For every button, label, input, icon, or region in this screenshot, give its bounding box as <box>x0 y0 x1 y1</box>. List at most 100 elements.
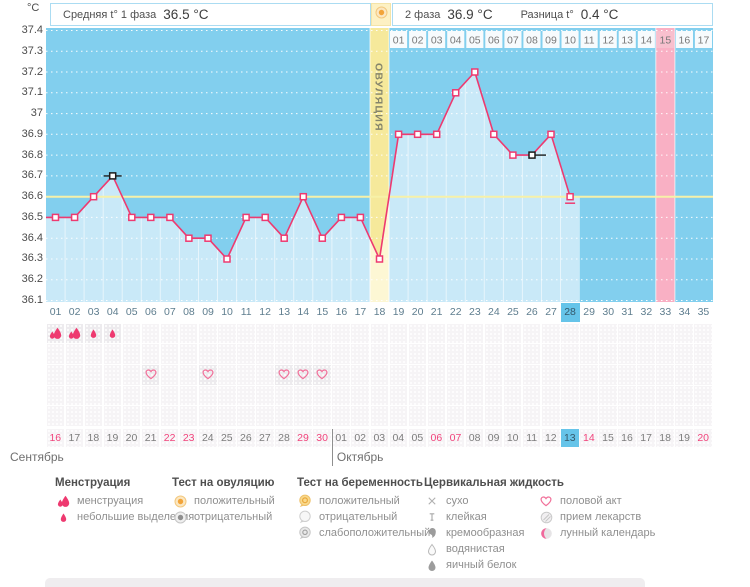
cycle-day-cell[interactable]: 21 <box>430 306 443 318</box>
temperature-point[interactable] <box>547 130 555 139</box>
temperature-point[interactable] <box>490 130 498 139</box>
symbol-cell-intercourse[interactable] <box>522 364 541 385</box>
symbol-cell-menstruation[interactable] <box>561 323 579 344</box>
symbol-cell-medication[interactable] <box>522 406 541 426</box>
symbol-cell-intercourse[interactable] <box>389 364 408 385</box>
symbol-cell-medication[interactable] <box>351 406 369 426</box>
cycle-day-cell[interactable]: 22 <box>449 306 462 318</box>
cycle-day-cell[interactable]: 24 <box>488 306 500 318</box>
temperature-point[interactable] <box>204 234 212 242</box>
symbol-cell-ovulation-test[interactable] <box>332 344 350 364</box>
symbol-cell-intercourse[interactable] <box>446 364 465 385</box>
cycle-day-cell[interactable]: 20 <box>411 306 424 318</box>
symbol-cell-cervical-fluid[interactable] <box>656 385 674 406</box>
dpo-cell[interactable] <box>637 31 655 48</box>
symbol-cell-ovulation-test[interactable] <box>446 344 465 364</box>
cycle-day-cell[interactable]: 33 <box>659 306 672 318</box>
symbol-cell-medication[interactable] <box>332 406 350 426</box>
symbol-cell-medication[interactable] <box>141 406 160 426</box>
symbol-cell-ovulation-test[interactable] <box>656 344 674 364</box>
temperature-point[interactable] <box>280 234 288 242</box>
symbol-cell-ovulation-test[interactable] <box>179 344 198 364</box>
symbol-cell-menstruation[interactable] <box>122 323 141 344</box>
symbol-cell-ovulation-test[interactable] <box>389 344 408 364</box>
symbol-cell-menstruation[interactable] <box>675 323 693 344</box>
symbol-cell-cervical-fluid[interactable] <box>427 385 446 406</box>
cycle-day-cell[interactable]: 10 <box>221 306 233 318</box>
symbol-cell-ovulation-test[interactable] <box>522 344 541 364</box>
symbol-cell-menstruation[interactable] <box>160 323 179 344</box>
symbol-cell-menstruation[interactable] <box>218 323 236 344</box>
symbol-cell-intercourse[interactable] <box>218 364 236 385</box>
symbol-cell-intercourse[interactable] <box>637 364 655 385</box>
symbol-cell-cervical-fluid[interactable] <box>561 385 579 406</box>
symbol-cell-cervical-fluid[interactable] <box>522 385 541 406</box>
symbol-cell-cervical-fluid[interactable] <box>103 385 122 406</box>
symbol-cell-intercourse[interactable] <box>427 364 446 385</box>
symbol-cell-menstruation[interactable] <box>503 323 522 344</box>
symbol-cell-cervical-fluid[interactable] <box>199 385 217 406</box>
symbol-cell-cervical-fluid[interactable] <box>179 385 198 406</box>
symbol-cell-cervical-fluid[interactable] <box>294 385 312 406</box>
cycle-day-cell[interactable]: 28 <box>560 303 580 322</box>
symbol-cell-cervical-fluid[interactable] <box>542 385 560 406</box>
symbol-cell-intercourse[interactable] <box>141 364 160 385</box>
temperature-point[interactable] <box>356 213 365 222</box>
symbol-cell-menstruation[interactable] <box>542 323 560 344</box>
symbol-cell-medication[interactable] <box>637 406 655 426</box>
symbol-cell-intercourse[interactable] <box>256 364 274 385</box>
symbol-cell-intercourse[interactable] <box>561 364 579 385</box>
symbol-cell-menstruation[interactable] <box>370 323 389 344</box>
symbol-cell-menstruation[interactable] <box>656 323 674 344</box>
symbol-cell-ovulation-test[interactable] <box>103 344 122 364</box>
cycle-day-cell[interactable]: 19 <box>392 306 405 318</box>
symbol-cell-ovulation-test[interactable] <box>427 344 446 364</box>
symbol-cell-ovulation-test[interactable] <box>65 344 84 364</box>
dpo-cell[interactable] <box>675 31 693 48</box>
temperature-point[interactable] <box>261 213 269 222</box>
cycle-day-cell[interactable]: 35 <box>697 306 710 318</box>
symbol-cell-menstruation[interactable] <box>237 323 255 344</box>
symbol-cell-ovulation-test[interactable] <box>199 344 217 364</box>
symbol-cell-intercourse[interactable] <box>294 364 312 385</box>
temperature-point[interactable] <box>147 213 155 222</box>
symbol-cell-ovulation-test[interactable] <box>275 344 293 364</box>
symbol-cell-ovulation-test[interactable] <box>160 344 179 364</box>
symbol-cell-cervical-fluid[interactable] <box>351 385 369 406</box>
cycle-day-cell[interactable]: 11 <box>240 306 252 318</box>
symbol-cell-intercourse[interactable] <box>503 364 522 385</box>
symbol-cell-medication[interactable] <box>179 406 198 426</box>
symbol-cell-medication[interactable] <box>446 406 465 426</box>
symbol-cell-menstruation[interactable] <box>446 323 465 344</box>
temperature-point[interactable] <box>128 213 136 222</box>
symbol-cell-menstruation[interactable] <box>618 323 636 344</box>
symbol-cell-medication[interactable] <box>313 406 331 426</box>
temperature-point[interactable] <box>413 130 422 139</box>
cycle-day-cell[interactable]: 03 <box>87 306 100 318</box>
symbol-cell-medication[interactable] <box>542 406 560 426</box>
cycle-day-cell[interactable]: 01 <box>49 306 62 318</box>
symbol-cell-medication[interactable] <box>484 406 503 426</box>
cycle-day-cell[interactable]: 26 <box>526 306 538 318</box>
symbol-cell-medication[interactable] <box>465 406 484 426</box>
dpo-cell[interactable] <box>409 31 427 48</box>
symbol-cell-intercourse[interactable] <box>351 364 369 385</box>
symbol-cell-menstruation[interactable] <box>179 323 198 344</box>
symbol-cell-menstruation[interactable] <box>46 323 65 344</box>
symbol-cell-intercourse[interactable] <box>370 364 389 385</box>
symbol-cell-intercourse[interactable] <box>179 364 198 385</box>
symbol-cell-intercourse[interactable] <box>465 364 484 385</box>
symbol-cell-cervical-fluid[interactable] <box>65 385 84 406</box>
symbol-cell-cervical-fluid[interactable] <box>503 385 522 406</box>
cycle-day-cell[interactable]: 02 <box>68 306 81 318</box>
symbol-cell-ovulation-test[interactable] <box>580 344 598 364</box>
symbol-cell-cervical-fluid[interactable] <box>446 385 465 406</box>
symbol-cell-menstruation[interactable] <box>275 323 293 344</box>
symbol-cell-intercourse[interactable] <box>103 364 122 385</box>
symbol-cell-intercourse[interactable] <box>332 364 350 385</box>
dpo-cell[interactable] <box>466 31 484 48</box>
symbol-cell-medication[interactable] <box>503 406 522 426</box>
cycle-day-cell[interactable]: 09 <box>202 306 214 318</box>
cycle-day-cell[interactable]: 07 <box>164 306 176 318</box>
cycle-day-cell[interactable]: 13 <box>278 306 291 318</box>
